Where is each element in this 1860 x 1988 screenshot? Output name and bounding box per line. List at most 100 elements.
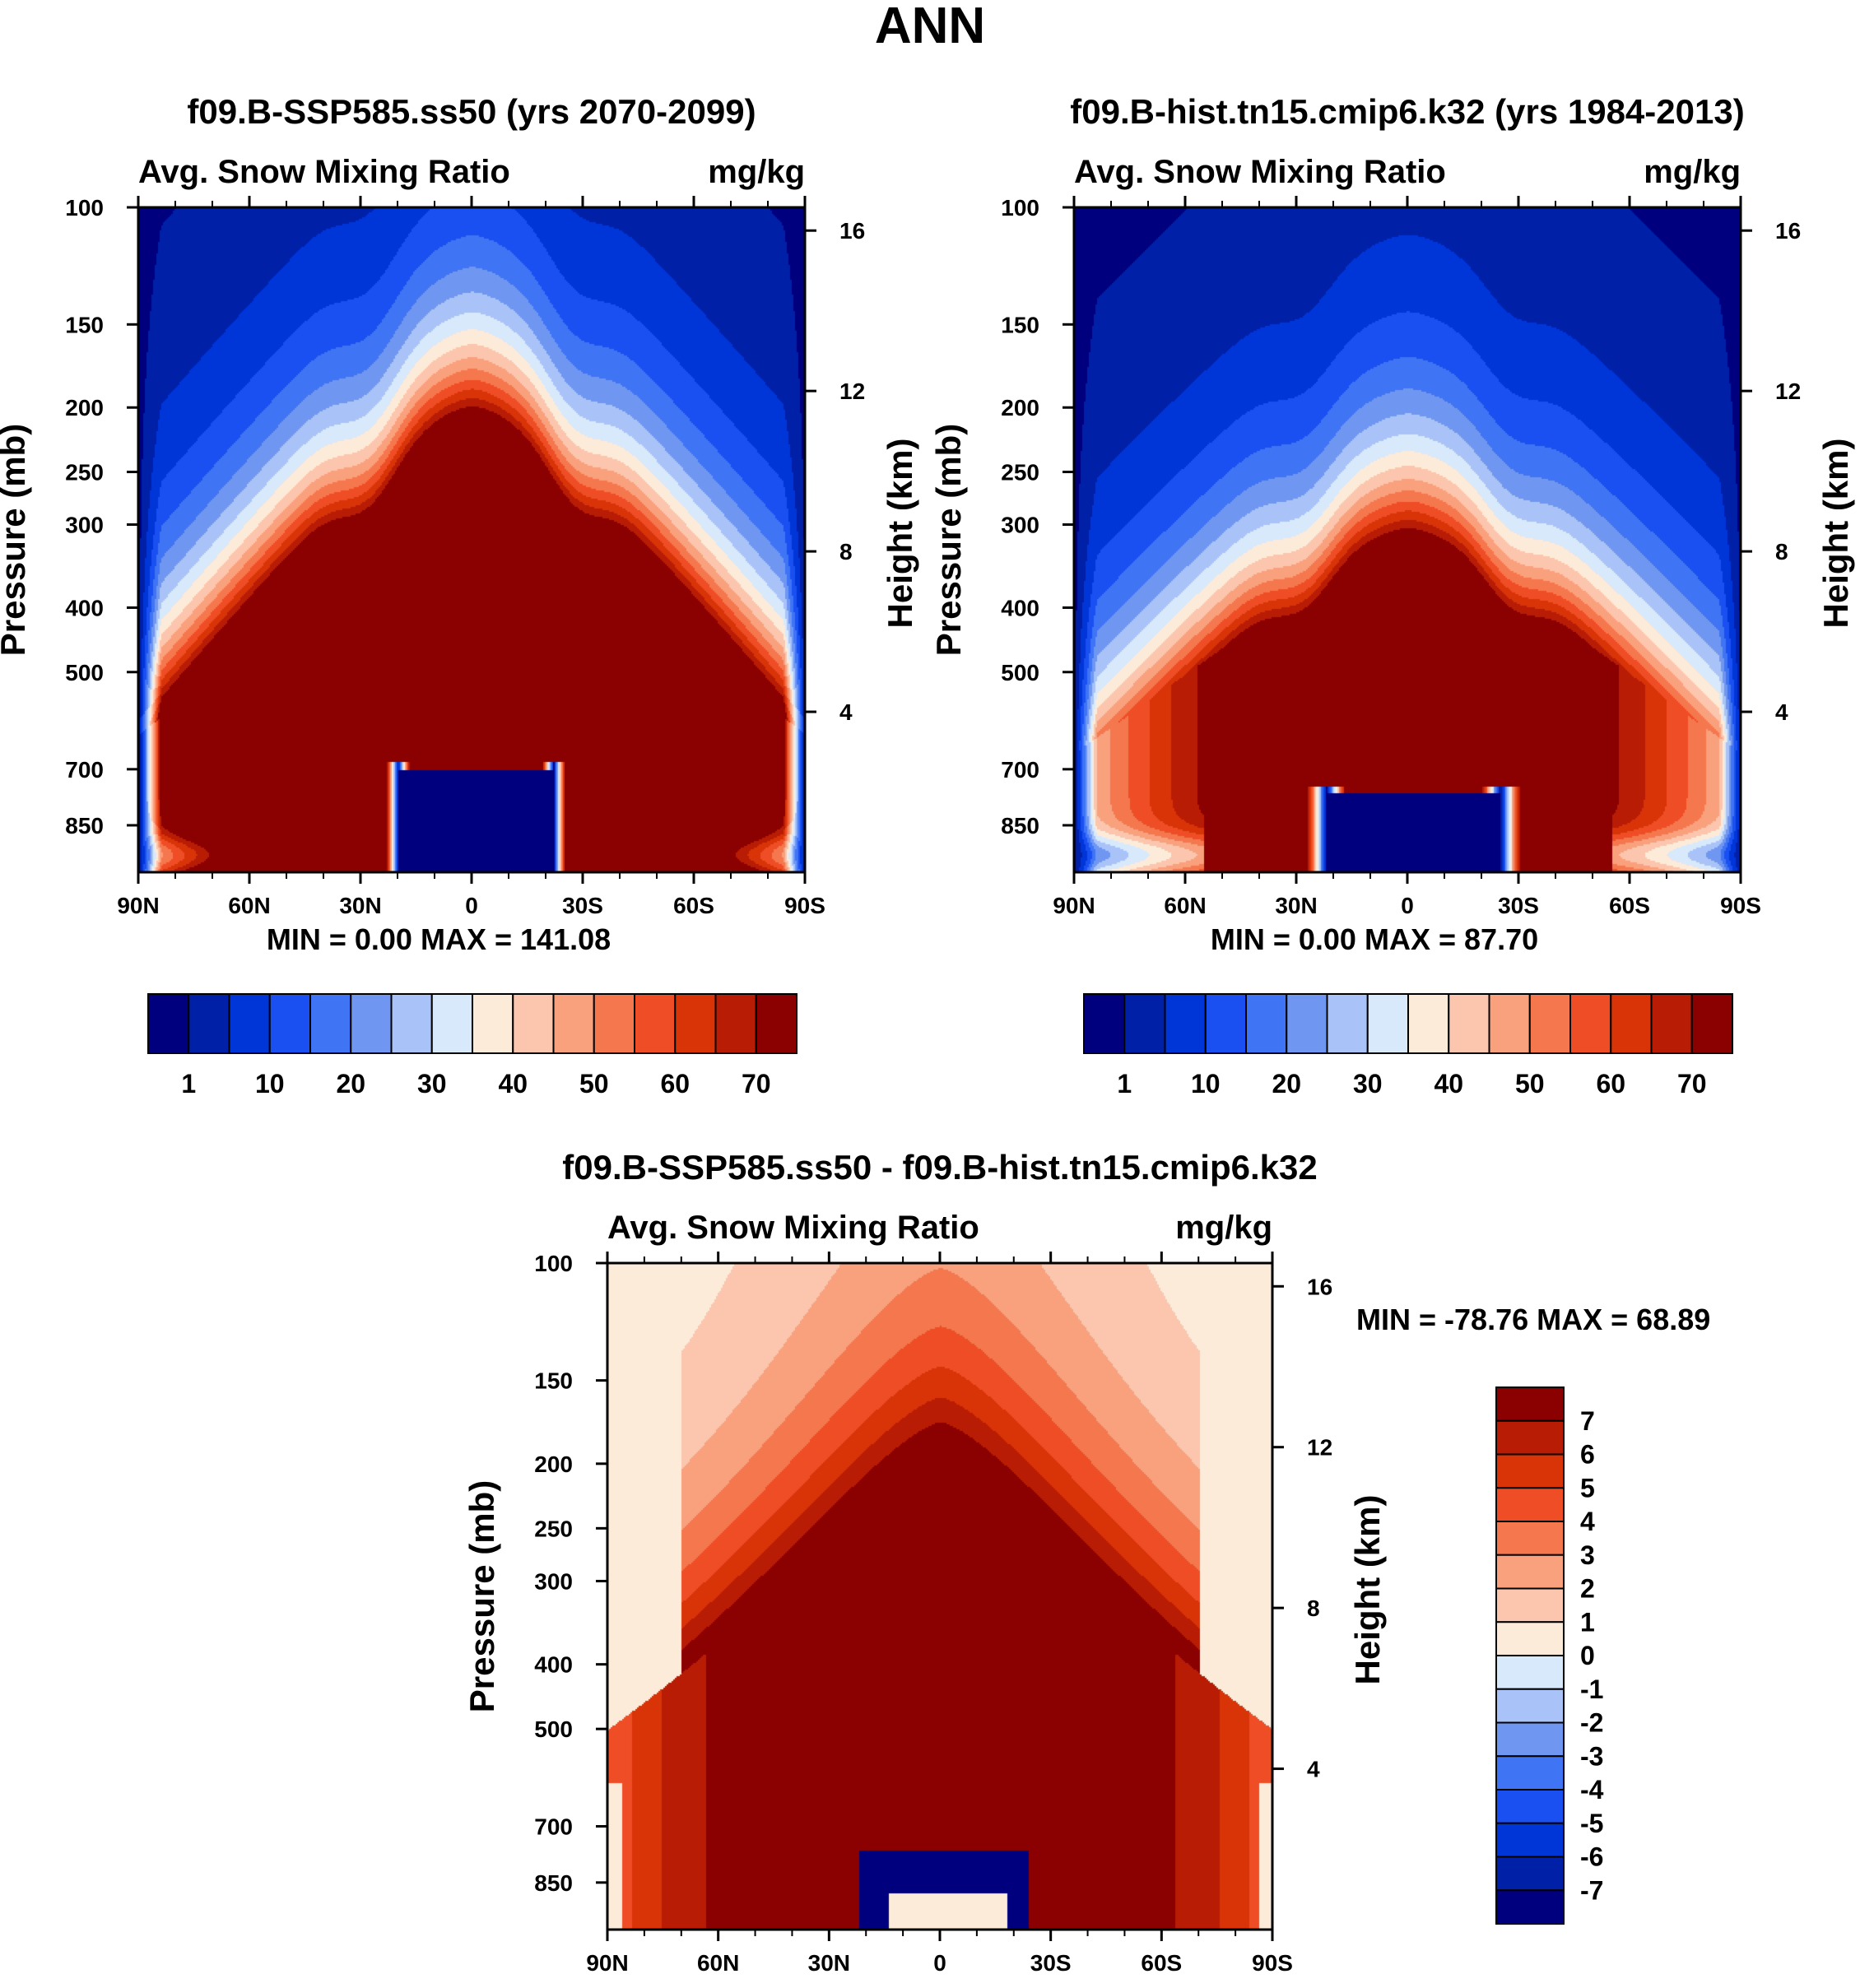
colorbar-label: 6 [1580, 1440, 1595, 1470]
y-axis-label-pressure: Pressure (mb) [929, 424, 968, 656]
x-tick-label: 0 [1401, 893, 1414, 918]
colorbar-swatch [1650, 993, 1693, 1054]
pressure-tick-label: 700 [65, 757, 104, 783]
colorbar-swatch [1495, 1856, 1565, 1892]
pressure-tick-label: 850 [65, 813, 104, 838]
max-value: 68.89 [1636, 1303, 1710, 1336]
variable-label: Avg. Snow Mixing Ratio [1074, 154, 1446, 190]
colorbar-swatch [1495, 1587, 1565, 1623]
pressure-tick-label: 850 [1001, 813, 1039, 838]
colorbar-label: 10 [255, 1069, 285, 1099]
x-tick-label: 0 [933, 1950, 946, 1976]
x-tick-label: 90N [586, 1950, 628, 1976]
spacer [1456, 922, 1464, 956]
colorbar-label: 1 [1580, 1607, 1595, 1637]
colorbar-swatch [147, 993, 190, 1054]
colorbar-label: 1 [181, 1069, 196, 1099]
colorbar-label: 1 [1117, 1069, 1132, 1099]
spacer [1436, 1303, 1444, 1336]
pressure-tick-label: 100 [65, 195, 104, 221]
pressure-tick-label: 300 [1001, 513, 1039, 538]
x-tick-label: 60N [1164, 893, 1206, 918]
pressure-tick-label: 200 [534, 1452, 573, 1477]
colorbar-label: -2 [1580, 1708, 1603, 1738]
x-tick-label: 90S [1252, 1950, 1293, 1976]
pressure-tick-label: 150 [534, 1368, 573, 1394]
min-value: 0.00 [1299, 922, 1356, 956]
pressure-tick-label: 500 [65, 660, 104, 685]
height-tick-label: 8 [1307, 1596, 1320, 1621]
colorbar-swatch [755, 993, 797, 1054]
variable-label: Avg. Snow Mixing Ratio [607, 1210, 979, 1246]
colorbar-swatch [188, 993, 230, 1054]
height-tick-label: 8 [839, 539, 853, 564]
y-axis-label-pressure: Pressure (mb) [0, 424, 32, 656]
colorbar-swatch [1495, 1554, 1565, 1590]
colorbar-label: 10 [1191, 1069, 1221, 1099]
colorbar-swatch [593, 993, 635, 1054]
pressure-tick-label: 100 [1001, 195, 1039, 221]
colorbar-label: 20 [1272, 1069, 1301, 1099]
height-tick-label: 12 [1307, 1435, 1332, 1461]
height-tick-label: 12 [1775, 379, 1801, 404]
colorbar-swatch [634, 993, 677, 1054]
colorbar-swatch [1286, 993, 1328, 1054]
colorbar-swatch [1204, 993, 1247, 1054]
colorbar-swatch [1495, 1655, 1565, 1690]
pressure-tick-label: 150 [65, 312, 104, 337]
colorbar-swatch [390, 993, 433, 1054]
colorbar-label: 2 [1580, 1574, 1595, 1604]
spacer [412, 922, 421, 956]
pressure-tick-label: 300 [65, 513, 104, 538]
height-tick-label: 16 [839, 218, 865, 244]
spacer [346, 922, 355, 956]
colorbar-label: 20 [336, 1069, 365, 1099]
height-tick-label: 4 [1307, 1757, 1320, 1782]
colorbar-swatch [1495, 1487, 1565, 1522]
pressure-tick-label: 250 [65, 460, 104, 485]
height-tick-label: 8 [1775, 539, 1788, 564]
stats-control: MIN = 0.00 MAX = 87.70 [1211, 922, 1538, 956]
heatmap-test [138, 207, 805, 872]
height-tick-label: 16 [1307, 1274, 1332, 1299]
colorbar-swatch [472, 993, 514, 1054]
max-label: MAX = [421, 922, 512, 956]
colorbar-control: 1 10 20 30 40 50 60 70 [1083, 993, 1733, 1099]
min-label: MIN = [1211, 922, 1290, 956]
spacer [512, 922, 520, 956]
colorbar-swatch [268, 993, 311, 1054]
colorbar-label: 60 [1596, 1069, 1625, 1099]
stats-test: MIN = 0.00 MAX = 141.08 [267, 922, 611, 956]
colorbar-swatch [1528, 993, 1571, 1054]
colorbar-swatch [309, 993, 352, 1054]
variable-label: Avg. Snow Mixing Ratio [138, 154, 510, 190]
pressure-tick-label: 700 [1001, 757, 1039, 783]
pressure-tick-label: 400 [65, 595, 104, 620]
colorbar-swatch [1610, 993, 1653, 1054]
spacer [1290, 922, 1299, 956]
colorbar-swatch [1495, 1789, 1565, 1824]
colorbar-swatch [350, 993, 393, 1054]
colorbar-label: 50 [1515, 1069, 1545, 1099]
x-tick-label: 30S [562, 893, 603, 918]
colorbar-swatch [1407, 993, 1450, 1054]
height-tick-label: 4 [1775, 699, 1788, 725]
colorbar-label: -7 [1580, 1875, 1603, 1905]
panel-title: f09.B-SSP585.ss50 (yrs 2070-2099) [187, 92, 756, 131]
colorbar-swatch [1495, 1419, 1565, 1456]
colorbar-label: -6 [1580, 1842, 1603, 1872]
colorbar-label: -5 [1580, 1809, 1603, 1838]
x-tick-label: 60N [228, 893, 270, 918]
colorbar-swatch [1488, 993, 1531, 1054]
stats-difference: MIN = -78.76 MAX = 68.89 [1356, 1303, 1710, 1336]
spacer [1356, 922, 1365, 956]
colorbar-label: 0 [1580, 1641, 1595, 1670]
x-tick-label: 60S [1141, 1950, 1182, 1976]
colorbar-label: 50 [579, 1069, 609, 1099]
colorbar-swatch [1495, 1721, 1565, 1758]
spacer [1628, 1303, 1636, 1336]
axes-test: 90N 60N 30N 0 30S 60S 90S 100 150 200 250 300 400 500… [0, 92, 919, 918]
colorbar-label: 7 [1580, 1406, 1595, 1436]
pressure-tick-label: 400 [1001, 595, 1039, 620]
min-max-stats: MIN = 0.00 MAX = 87.70 [1211, 922, 1538, 956]
